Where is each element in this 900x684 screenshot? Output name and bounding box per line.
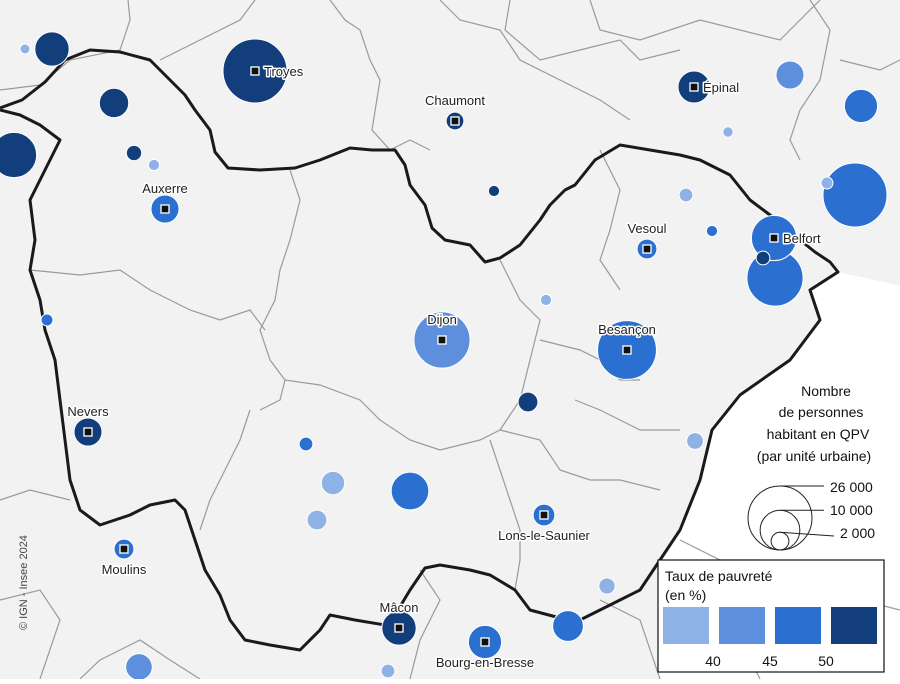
legend-swatch-class-4	[831, 607, 877, 644]
city-label-lons-le-saunier: Lons-le-Saunier	[498, 528, 590, 543]
city-label-auxerre: Auxerre	[142, 181, 188, 196]
qpv-bubble-unit-9	[843, 88, 879, 124]
legend-swatch-class-2	[719, 607, 765, 644]
legend-break-40: 40	[705, 653, 721, 669]
prefecture-marker-nevers	[83, 427, 93, 437]
city-label-moulins: Moulins	[102, 562, 147, 577]
legend-size-title-4: (par unité urbaine)	[757, 448, 871, 464]
qpv-bubble-unit-14	[820, 176, 834, 190]
qpv-bubble-unit-17	[40, 313, 54, 327]
city-labels: Troyes Chaumont Épinal Auxerre Vesoul Belfort…	[66, 63, 823, 672]
city-label-vesoul: Vesoul	[627, 221, 666, 236]
qpv-bubbles	[0, 31, 888, 681]
legend-size-label-10000: 10 000	[830, 502, 873, 518]
prefecture-marker-dijon	[437, 335, 447, 345]
prefecture-marker-belfort	[769, 233, 779, 243]
qpv-bubble-unit-8	[722, 126, 734, 138]
prefecture-markers	[83, 66, 779, 647]
qpv-bubble-unit-4	[0, 131, 38, 179]
legend-swatch-class-1	[663, 607, 709, 644]
qpv-bubble-unit-16	[755, 250, 771, 266]
city-label-belfort: Belfort	[783, 231, 821, 246]
prefecture-marker-lons-le-saunier	[539, 510, 549, 520]
qpv-bubble-unit-23	[306, 509, 328, 531]
city-label-dijon: Dijon	[427, 312, 457, 327]
city-label-m-con: Mâcon	[379, 600, 418, 615]
qpv-bubble-unit-24	[390, 471, 430, 511]
legend-size-label-2000: 2 000	[840, 525, 875, 541]
qpv-bubble-unit-26	[552, 610, 584, 642]
city-label-nevers: Nevers	[67, 404, 109, 419]
city-label-chaumont: Chaumont	[425, 93, 485, 108]
legend-size-title-2: de personnes	[779, 404, 864, 420]
prefecture-marker-moulins	[119, 544, 129, 554]
qpv-bubble-unit-18	[539, 293, 553, 307]
legend-break-50: 50	[818, 653, 834, 669]
legend-color-title-2: (en %)	[665, 587, 706, 603]
city-label-besan-on: Besançon	[598, 322, 656, 337]
qpv-bubble-unit-28	[380, 663, 396, 679]
copyright-credit: © IGN - Insee 2024	[18, 535, 30, 630]
qpv-bubble-unit-5	[125, 144, 143, 162]
prefecture-marker-bourg-en-bresse	[480, 637, 490, 647]
region-border	[0, 48, 840, 652]
qpv-bubble-unit-1	[19, 43, 31, 55]
city-label-troyes: Troyes	[264, 64, 304, 79]
prefecture-marker-chaumont	[450, 116, 460, 126]
prefecture-marker-besan-on	[622, 345, 632, 355]
legend-size-title-1: Nombre	[801, 383, 851, 399]
qpv-bubble-unit-3	[98, 87, 130, 119]
qpv-bubble-unit-11	[705, 224, 719, 238]
prefecture-marker-m-con	[394, 623, 404, 633]
qpv-bubble-unit-7	[775, 60, 805, 90]
qpv-bubble-unit-2	[34, 31, 70, 67]
legend-size: Nombre de personnes habitant en QPV (par…	[747, 383, 875, 551]
legend-size-label-26000: 26 000	[830, 479, 873, 495]
qpv-bubble-unit-12	[678, 187, 694, 203]
qpv-bubble-unit-10	[487, 184, 501, 198]
qpv-bubble-unit-27	[125, 653, 153, 681]
legend-size-circles	[747, 485, 835, 551]
city-label--pinal: Épinal	[703, 80, 739, 95]
qpv-bubble-unit-22	[320, 470, 346, 496]
qpv-bubble-unit-20	[686, 432, 704, 450]
legend-color: Taux de pauvreté (en %) 40 45 50	[657, 559, 885, 673]
prefecture-marker-troyes	[250, 66, 260, 76]
qpv-bubble-unit-13	[822, 162, 888, 228]
legend-break-45: 45	[762, 653, 778, 669]
city-label-bourg-en-bresse: Bourg-en-Bresse	[436, 655, 534, 670]
qpv-bubble-unit-19	[517, 391, 539, 413]
prefecture-marker-auxerre	[160, 204, 170, 214]
qpv-bubble-unit-21	[298, 436, 314, 452]
qpv-bubble-unit-6	[147, 158, 161, 172]
legend-color-title-1: Taux de pauvreté	[665, 568, 773, 584]
legend-leader-2000	[779, 531, 835, 537]
prefecture-marker--pinal	[689, 82, 699, 92]
legend-size-title-3: habitant en QPV	[767, 426, 870, 442]
prefecture-marker-vesoul	[642, 244, 652, 254]
qpv-bubble-unit-25	[598, 577, 616, 595]
legend-swatch-class-3	[775, 607, 821, 644]
